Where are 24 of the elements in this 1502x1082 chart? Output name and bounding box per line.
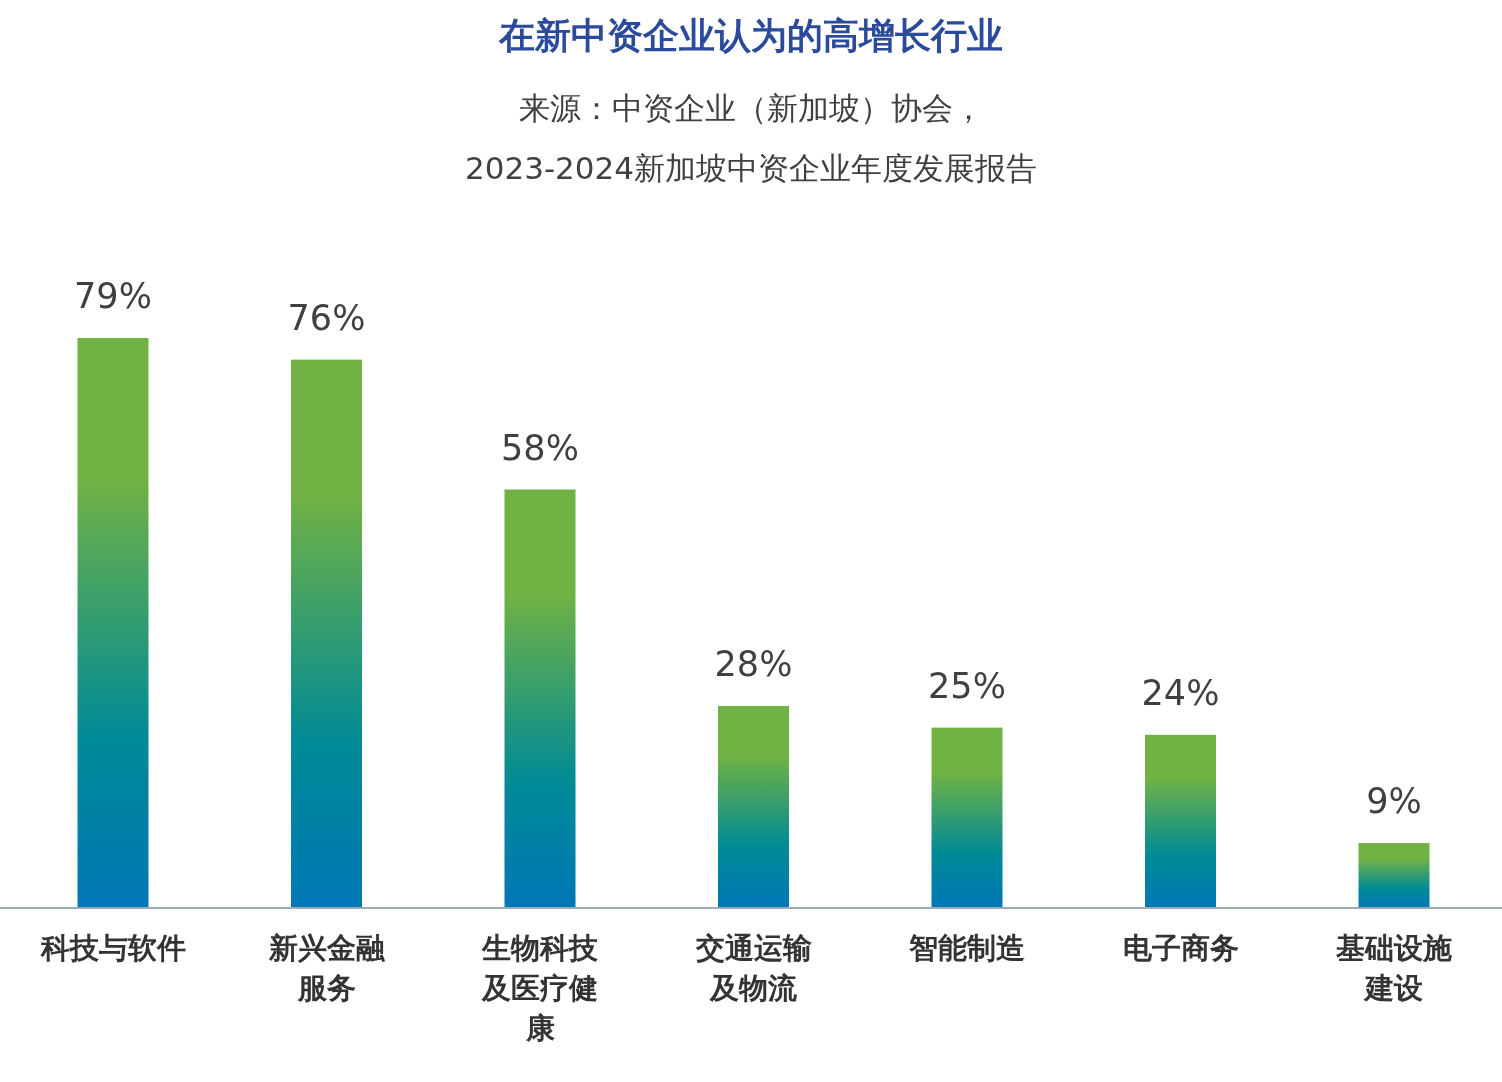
data-label: 76% [287, 297, 366, 338]
chart-subtitle: 来源：中资企业（新加坡）协会， [518, 90, 984, 126]
x-tick-label: 交通运输及物流 [694, 931, 813, 1005]
data-label: 58% [501, 427, 579, 468]
x-tick-label: 基础设施建设 [1335, 931, 1452, 1005]
data-label: 24% [1141, 672, 1220, 713]
x-tick-label: 电子商务 [1122, 931, 1239, 965]
data-label: 28% [714, 643, 793, 684]
x-tick-label: 科技与软件 [39, 931, 186, 965]
bar [291, 359, 362, 908]
bar [77, 338, 149, 908]
data-label: 25% [928, 665, 1006, 706]
bar [1145, 734, 1216, 908]
data-label: 79% [74, 276, 152, 316]
bar [931, 727, 1003, 908]
bar [1358, 843, 1430, 908]
chart-title: 在新中资企业认为的高增长行业 [498, 15, 1003, 56]
x-tick-label: 新兴金融服务 [267, 931, 386, 1005]
bar [504, 489, 576, 908]
text: 2023-2024新加坡中资企业年度发展报告 [465, 150, 1037, 186]
x-tick-label: 生物科技及医疗健康 [481, 931, 599, 1045]
data-label: 9% [1366, 781, 1422, 822]
x-tick-label: 智能制造 [908, 931, 1025, 965]
bar [718, 705, 789, 908]
